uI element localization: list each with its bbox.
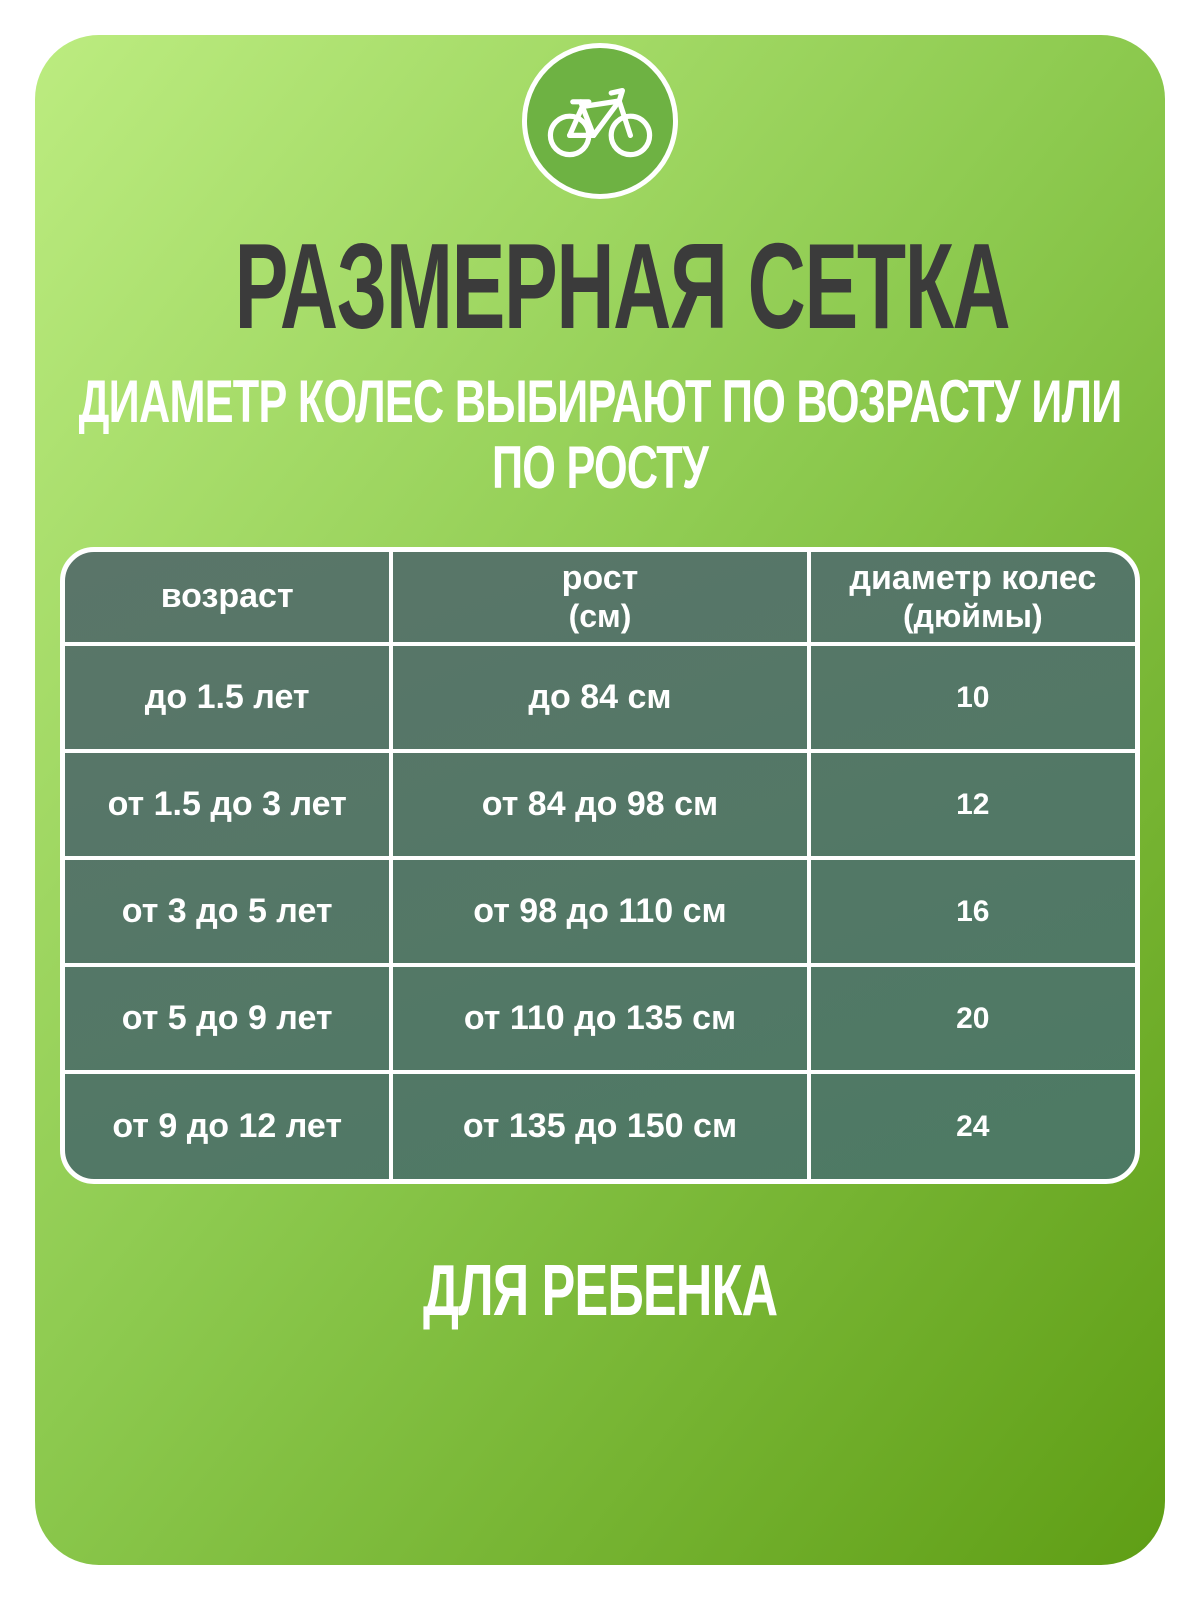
height-value: от 135 до 150 см <box>462 1107 738 1146</box>
header-cell-age: возраст <box>65 552 394 646</box>
table-row: от 9 до 12 лет от 135 до 150 см 24 <box>65 1070 1135 1179</box>
cell-diameter: 16 <box>806 856 1135 967</box>
header-age-label: возраст <box>160 577 294 616</box>
height-value: до 84 см <box>528 678 672 717</box>
age-value: от 5 до 9 лет <box>121 999 333 1038</box>
table-row: от 5 до 9 лет от 110 до 135 см 20 <box>65 963 1135 1074</box>
diameter-value: 12 <box>956 787 990 821</box>
age-value: от 3 до 5 лет <box>121 892 333 931</box>
bicycle-icon-glyph <box>547 88 653 158</box>
footer-label: ДЛЯ РЕБЕНКА <box>422 1251 778 1331</box>
table-header-row: возраст рост (см) диаметр колес (дюймы) <box>65 552 1135 646</box>
cell-height: от 135 до 150 см <box>389 1070 811 1179</box>
cell-age: от 9 до 12 лет <box>65 1070 394 1179</box>
diameter-value: 20 <box>956 1001 990 1035</box>
table-row: от 3 до 5 лет от 98 до 110 см 16 <box>65 856 1135 967</box>
cell-diameter: 24 <box>806 1070 1135 1179</box>
age-value: до 1.5 лет <box>144 678 310 717</box>
cell-height: от 98 до 110 см <box>389 856 811 967</box>
cell-diameter: 12 <box>806 749 1135 860</box>
cell-age: до 1.5 лет <box>65 642 394 753</box>
size-table: возраст рост (см) диаметр колес (дюймы) … <box>60 547 1140 1184</box>
page-title: РАЗМЕРНАЯ СЕТКА <box>234 218 1011 354</box>
header-height-unit: (см) <box>568 598 632 635</box>
size-chart-card: РАЗМЕРНАЯ СЕТКА ДИАМЕТР КОЛЕС ВЫБИРАЮТ П… <box>35 35 1165 1565</box>
height-value: от 98 до 110 см <box>473 892 727 931</box>
cell-diameter: 10 <box>806 642 1135 753</box>
table-row: от 1.5 до 3 лет от 84 до 98 см 12 <box>65 749 1135 860</box>
cell-age: от 3 до 5 лет <box>65 856 394 967</box>
diameter-value: 16 <box>956 894 990 928</box>
diameter-value: 24 <box>956 1109 990 1143</box>
cell-height: до 84 см <box>389 642 811 753</box>
cell-age: от 5 до 9 лет <box>65 963 394 1074</box>
bicycle-icon <box>522 43 678 199</box>
header-cell-diameter: диаметр колес (дюймы) <box>806 552 1135 646</box>
header-height-label: рост <box>561 559 639 598</box>
cell-age: от 1.5 до 3 лет <box>65 749 394 860</box>
header-diameter-label: диаметр колес <box>849 559 1097 598</box>
cell-height: от 84 до 98 см <box>389 749 811 860</box>
cell-diameter: 20 <box>806 963 1135 1074</box>
height-value: от 110 до 135 см <box>463 999 737 1038</box>
age-value: от 1.5 до 3 лет <box>107 785 347 824</box>
cell-height: от 110 до 135 см <box>389 963 811 1074</box>
page-subtitle: ДИАМЕТР КОЛЕС ВЫБИРАЮТ ПО ВОЗРАСТУ ИЛИ П… <box>78 368 1123 501</box>
header-diameter-unit: (дюймы) <box>903 598 1043 635</box>
header-cell-height: рост (см) <box>389 552 811 646</box>
diameter-value: 10 <box>956 680 990 714</box>
height-value: от 84 до 98 см <box>481 785 719 824</box>
table-row: до 1.5 лет до 84 см 10 <box>65 642 1135 753</box>
age-value: от 9 до 12 лет <box>112 1107 343 1146</box>
